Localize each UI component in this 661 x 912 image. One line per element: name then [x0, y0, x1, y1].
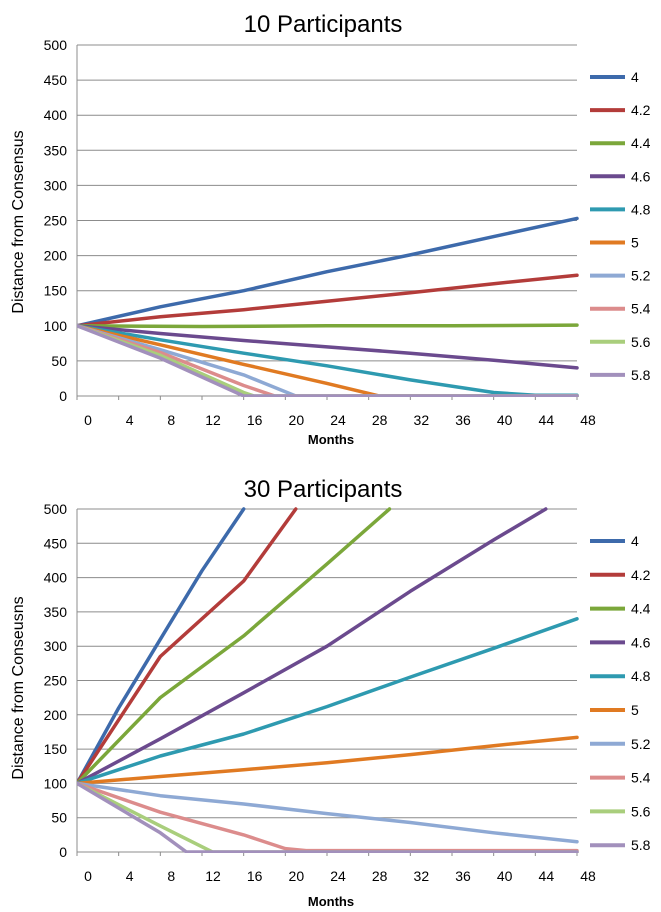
x-tick-label: 12: [205, 412, 221, 428]
legend-label: 4.2: [631, 102, 651, 118]
y-axis-label: Distance from Conseusns: [10, 596, 27, 779]
y-tick-label: 200: [44, 707, 68, 723]
x-tick-label: 0: [84, 412, 92, 428]
y-tick-label: 450: [44, 72, 68, 88]
x-tick-label: 4: [126, 412, 134, 428]
y-tick-label: 0: [59, 844, 67, 860]
x-tick-labels: 0 4 8 12 16 20 24 28 32 36 40 44 48: [84, 412, 596, 428]
y-tick-label: 150: [44, 283, 68, 299]
y-tick-label: 400: [44, 570, 68, 586]
series-line-4: [77, 216, 579, 328]
series-line-4-6: [77, 324, 579, 370]
legend-label: 5.8: [631, 367, 651, 383]
series-line-4-4: [77, 507, 392, 786]
series-line-4-2: [77, 273, 579, 328]
x-tick-label: 8: [167, 868, 175, 884]
y-tick-label: 450: [44, 535, 68, 551]
y-tick-label: 400: [44, 107, 68, 123]
legend: 4 4.2 4.4 4.6 4.8 5 5.2 5.4 5.6 5.8: [590, 533, 651, 853]
x-tick-label: 16: [247, 412, 263, 428]
series-line-4-6: [77, 507, 548, 786]
chart-30-participants: 30 Participants Distance from Conseusns …: [10, 476, 651, 909]
x-tick-label: 40: [497, 412, 513, 428]
x-tick-label: 44: [539, 868, 555, 884]
series-line-4-4: [77, 323, 579, 329]
legend-label: 4.6: [631, 634, 651, 650]
legend-label: 4.6: [631, 168, 651, 184]
legend-label: 5.2: [631, 736, 651, 752]
x-tick-label: 16: [247, 868, 263, 884]
legend-label: 4.4: [631, 601, 651, 617]
x-axis-label: Months: [308, 894, 354, 909]
x-tick-label: 24: [330, 412, 346, 428]
legend: 4 4.2 4.4 4.6 4.8 5 5.2 5.4 5.6 5.8: [590, 69, 651, 383]
y-tick-label: 250: [44, 673, 68, 689]
series-line-5: [77, 735, 579, 786]
y-tick-label: 200: [44, 248, 68, 264]
legend-label: 4.4: [631, 135, 651, 151]
chart-title: 10 Participants: [244, 11, 403, 38]
legend-label: 5: [631, 235, 639, 251]
legend-label: 5.6: [631, 803, 651, 819]
x-tick-label: 28: [372, 868, 388, 884]
plot-area: [77, 216, 579, 397]
legend-label: 5.4: [631, 770, 651, 786]
legend-label: 4.2: [631, 567, 651, 583]
y-tick-label: 250: [44, 213, 68, 229]
x-tick-label: 40: [497, 868, 513, 884]
legend-label: 5: [631, 702, 639, 718]
x-tick-label: 32: [414, 412, 430, 428]
x-tick-label: 20: [289, 412, 305, 428]
legend-label: 5.4: [631, 301, 651, 317]
legend-label: 5.6: [631, 334, 651, 350]
legend-label: 4: [631, 69, 639, 85]
y-tick-label: 300: [44, 638, 68, 654]
series-line-4-2: [77, 507, 298, 786]
legend-label: 4: [631, 533, 639, 549]
x-tick-label: 4: [126, 868, 134, 884]
gridlines: [76, 508, 578, 856]
x-tick-label: 0: [84, 868, 92, 884]
y-tick-labels: 0 50 100 150 200 250 300 350 400 450 500: [44, 37, 68, 404]
series-line-5-8: [77, 781, 579, 853]
x-axis-label: Months: [308, 432, 354, 447]
legend-label: 4.8: [631, 668, 651, 684]
y-tick-label: 100: [44, 318, 68, 334]
x-tick-label: 20: [289, 868, 305, 884]
legend-label: 4.8: [631, 201, 651, 217]
y-tick-label: 150: [44, 741, 68, 757]
legend-label: 5.8: [631, 837, 651, 853]
x-tick-label: 28: [372, 412, 388, 428]
y-tick-label: 0: [59, 388, 67, 404]
plot-area: [77, 507, 579, 853]
series-line-4-8: [77, 617, 579, 786]
y-tick-label: 100: [44, 775, 68, 791]
y-tick-label: 500: [44, 37, 68, 53]
y-tick-label: 50: [51, 810, 67, 826]
y-tick-label: 500: [44, 501, 68, 517]
y-tick-label: 350: [44, 142, 68, 158]
chart-10-participants: 10 Participants Distance from Consensus …: [10, 11, 651, 447]
y-tick-label: 50: [51, 353, 67, 369]
series-line-5-8: [77, 324, 579, 397]
x-tick-label: 24: [330, 868, 346, 884]
x-tick-label: 32: [414, 868, 430, 884]
x-tick-label: 48: [580, 868, 596, 884]
x-tick-label: 44: [539, 412, 555, 428]
y-tick-label: 350: [44, 604, 68, 620]
x-tick-label: 12: [205, 868, 221, 884]
y-axis-label: Distance from Consensus: [10, 130, 27, 313]
y-tick-labels: 0 50 100 150 200 250 300 350 400 450 500: [44, 501, 68, 860]
series-line-5-2: [77, 781, 579, 844]
y-tick-label: 300: [44, 177, 68, 193]
legend-label: 5.2: [631, 268, 651, 284]
x-tick-label: 48: [580, 412, 596, 428]
chart-title: 30 Participants: [244, 476, 403, 503]
series-line-4: [77, 507, 246, 786]
x-tick-label: 36: [455, 868, 471, 884]
x-tick-labels: 0 4 8 12 16 20 24 28 32 36 40 44 48: [84, 868, 596, 884]
x-tick-label: 8: [167, 412, 175, 428]
x-tick-label: 36: [455, 412, 471, 428]
